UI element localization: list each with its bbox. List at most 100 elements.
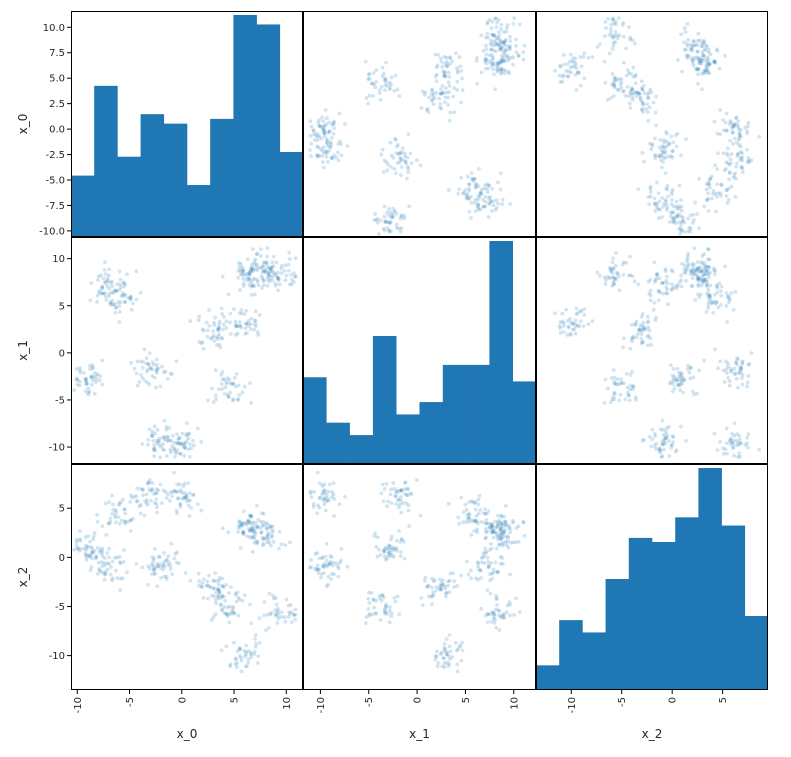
scatter-point <box>248 650 253 655</box>
scatter-point <box>237 265 241 270</box>
scatter-point <box>671 210 676 215</box>
hist-bar-x_0-9 <box>279 151 303 237</box>
panel-x_0-vs-x_2 <box>553 16 762 236</box>
scatter-point <box>241 268 246 273</box>
scatter-point <box>392 167 397 171</box>
scatter-point <box>569 320 573 324</box>
scatter-point <box>134 371 139 376</box>
scatter-point <box>487 612 492 617</box>
scatter-point <box>496 180 500 185</box>
scatter-point <box>314 152 319 157</box>
scatter-point <box>324 558 329 563</box>
scatter-point <box>237 324 242 329</box>
scatter-point <box>271 274 275 278</box>
scatter-point <box>740 155 745 160</box>
scatter-point <box>482 554 487 558</box>
scatter-point <box>99 291 104 296</box>
scatter-point <box>718 191 723 196</box>
scatter-point <box>207 323 212 328</box>
scatter-point <box>682 229 687 234</box>
scatter-point <box>653 201 657 206</box>
scatter-point <box>282 269 287 273</box>
scatter-point <box>607 51 612 56</box>
scatter-point <box>570 64 575 69</box>
scatter-point <box>497 609 502 613</box>
scatter-point <box>660 150 665 154</box>
scatter-point <box>442 73 447 78</box>
scatter-point <box>508 34 512 39</box>
scatter-point <box>678 228 683 233</box>
scatter-point <box>177 436 181 441</box>
scatter-point <box>498 41 503 46</box>
scatter-point <box>488 521 493 526</box>
scatter-point <box>316 567 321 572</box>
scatter-point <box>234 665 239 669</box>
scatter-point <box>78 366 82 370</box>
scatter-point <box>444 90 449 95</box>
scatter-point <box>498 520 503 525</box>
scatter-point <box>141 360 146 364</box>
scatter-point <box>492 43 497 48</box>
scatter-point <box>620 23 625 27</box>
scatter-point <box>397 226 401 231</box>
scatter-point <box>730 130 735 135</box>
scatter-point <box>697 60 702 65</box>
scatter-point <box>188 498 192 503</box>
scatter-point <box>213 590 218 595</box>
scatter-point <box>724 128 729 133</box>
scatter-point <box>734 438 738 443</box>
scatter-point <box>243 521 248 526</box>
scatter-point <box>377 596 382 601</box>
scatter-point <box>253 645 258 649</box>
scatter-point <box>452 86 456 90</box>
scatter-point <box>615 377 620 382</box>
scatter-point <box>168 450 173 455</box>
scatter-point <box>609 30 613 34</box>
scatter-point <box>648 194 653 199</box>
scatter-point <box>508 540 513 545</box>
scatter-point <box>378 218 383 223</box>
scatter-point <box>244 322 248 326</box>
scatter-point <box>499 522 504 527</box>
scatter-point <box>275 609 280 613</box>
scatter-point <box>508 530 513 535</box>
scatter-point <box>140 441 145 446</box>
scatter-point <box>367 601 372 605</box>
scatter-point <box>119 518 124 523</box>
scatter-point <box>108 302 113 307</box>
scatter-point <box>236 530 240 535</box>
scatter-point <box>401 146 405 151</box>
scatter-point <box>621 272 626 277</box>
scatter-point <box>424 108 429 112</box>
scatter-point <box>392 595 397 600</box>
scatter-point <box>161 447 165 451</box>
scatter-point <box>102 556 107 560</box>
scatter-point <box>447 662 452 666</box>
scatter-point <box>452 110 457 115</box>
scatter-point <box>646 96 651 101</box>
scatter-point <box>460 640 464 645</box>
scatter-point <box>464 196 469 201</box>
scatter-point <box>244 278 249 282</box>
scatter-point <box>478 568 483 573</box>
scatter-point <box>212 320 216 325</box>
scatter-point <box>490 33 495 38</box>
scatter-point <box>179 490 184 495</box>
scatter-point <box>204 583 209 588</box>
scatter-point <box>255 541 260 546</box>
scatter-point <box>558 63 563 68</box>
scatter-point <box>573 318 578 323</box>
scatter-point <box>657 446 662 451</box>
scatter-point <box>385 226 390 230</box>
scatter-point <box>380 65 385 70</box>
scatter-point <box>249 280 254 285</box>
scatter-point <box>188 578 193 583</box>
scatter-point <box>90 550 95 555</box>
scatter-point <box>718 132 723 137</box>
scatter-point <box>740 167 745 171</box>
scatter-point <box>746 120 751 125</box>
scatter-point <box>175 448 180 452</box>
scatter-point <box>730 440 735 445</box>
scatter-point <box>404 501 409 505</box>
scatter-point <box>273 281 278 286</box>
